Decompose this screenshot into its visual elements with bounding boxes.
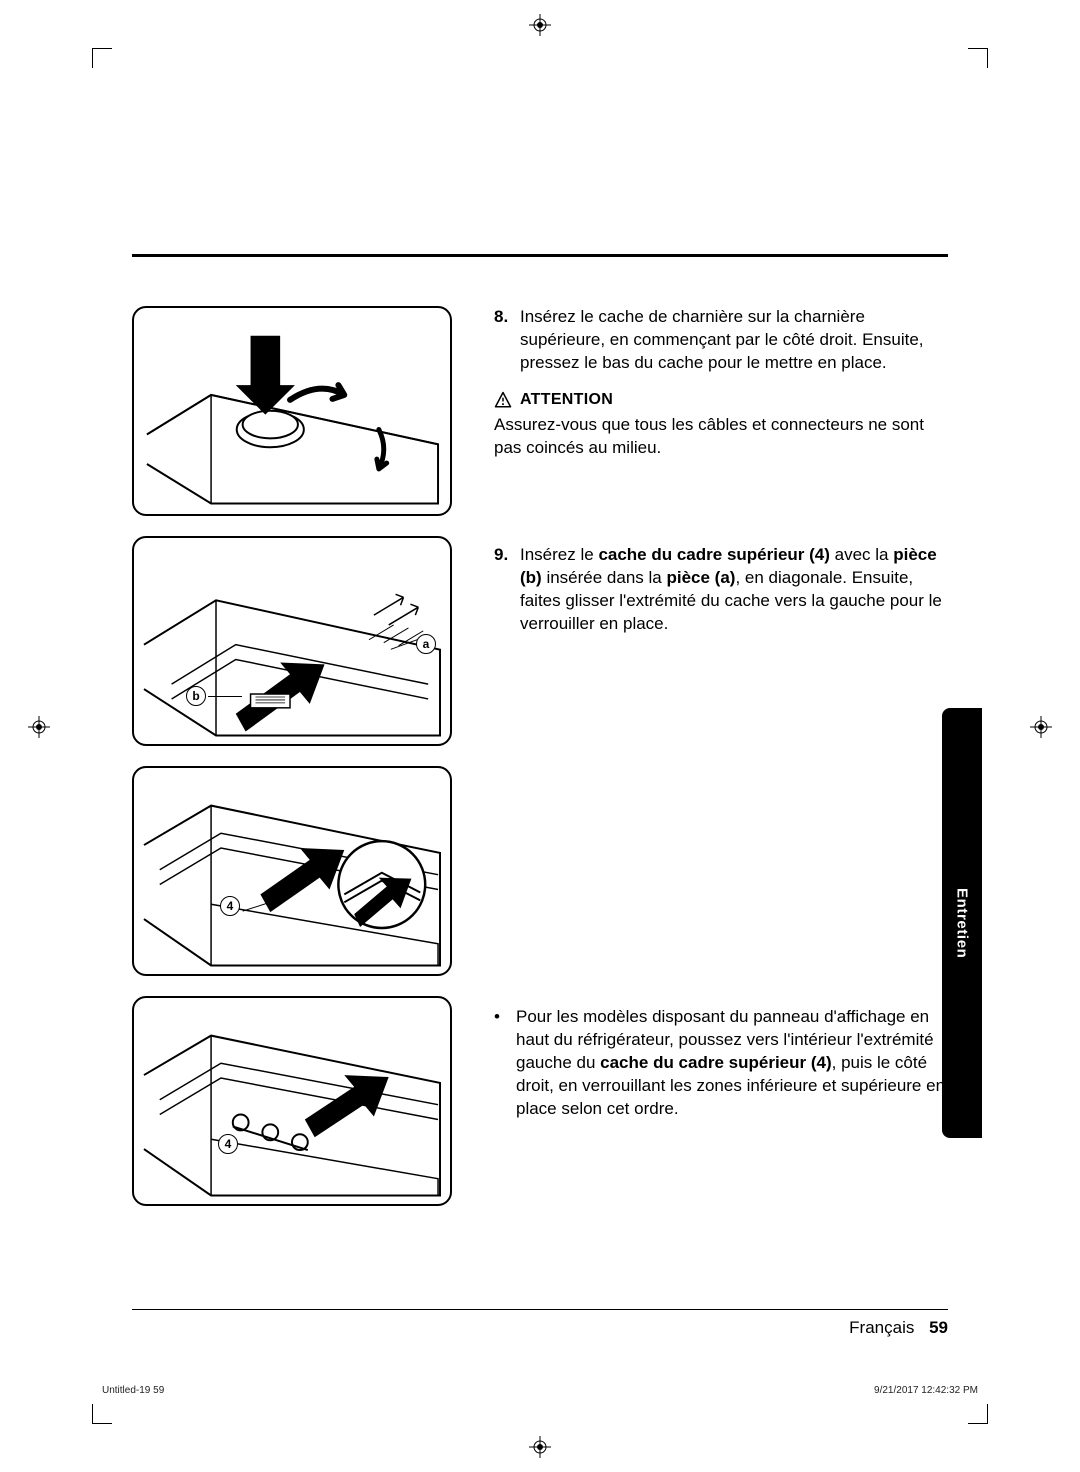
leader-line <box>208 696 242 697</box>
callout-4: 4 <box>220 896 240 916</box>
crop-mark <box>968 1404 988 1424</box>
step-8: 8. Insérez le cache de charnière sur la … <box>494 306 948 375</box>
bold-run: cache du cadre supérieur (4) <box>598 545 829 564</box>
bullet-block: • Pour les modèles disposant du panneau … <box>494 1006 948 1121</box>
warning-icon <box>494 391 512 409</box>
text-run: insérée dans la <box>542 568 667 587</box>
figure-column: a b 4 <box>132 306 452 1206</box>
registration-mark-icon <box>529 14 551 36</box>
section-rule <box>132 254 948 257</box>
footer-language: Français <box>849 1318 914 1337</box>
step-9: 9. Insérez le cache du cadre supérieur (… <box>494 544 948 636</box>
text-column: 8. Insérez le cache de charnière sur la … <box>494 306 948 1121</box>
text-run: Insérez le <box>520 545 598 564</box>
callout-b: b <box>186 686 206 706</box>
registration-mark-icon <box>1030 716 1052 738</box>
section-tab-label: Entretien <box>954 888 971 958</box>
figure-step9b: 4 <box>132 766 452 976</box>
bold-run: cache du cadre supérieur (4) <box>600 1053 831 1072</box>
step-number: 8. <box>494 306 520 375</box>
figure-step8 <box>132 306 452 516</box>
attention-text: Assurez-vous que tous les câbles et conn… <box>494 414 948 460</box>
attention-label: ATTENTION <box>520 389 613 411</box>
step-text: Insérez le cache de charnière sur la cha… <box>520 306 948 375</box>
callout-4: 4 <box>218 1134 238 1154</box>
display-model-illustration <box>142 1006 442 1197</box>
page-content: a b 4 <box>132 78 948 1394</box>
registration-mark-icon <box>28 716 50 738</box>
bullet-item: • Pour les modèles disposant du panneau … <box>494 1006 948 1121</box>
step-number: 9. <box>494 544 520 636</box>
hinge-cover-illustration <box>142 316 442 507</box>
page-footer: Français 59 <box>849 1318 948 1338</box>
subfooter-right: 9/21/2017 12:42:32 PM <box>874 1385 978 1396</box>
footer-rule <box>132 1309 948 1310</box>
crop-mark <box>968 48 988 68</box>
footer-page-number: 59 <box>929 1318 948 1337</box>
crop-mark <box>92 48 112 68</box>
registration-mark-icon <box>529 1436 551 1458</box>
callout-a: a <box>416 634 436 654</box>
crop-mark <box>92 1404 112 1424</box>
bullet-text: Pour les modèles disposant du panneau d'… <box>516 1006 948 1121</box>
attention-heading: ATTENTION <box>494 389 948 411</box>
step-text: Insérez le cache du cadre supérieur (4) … <box>520 544 948 636</box>
bold-run: pièce (a) <box>666 568 735 587</box>
figure-step9a: a b <box>132 536 452 746</box>
subfooter-left: Untitled-19 59 <box>102 1385 164 1396</box>
section-tab: Entretien <box>942 708 982 1138</box>
figure-bullet: 4 <box>132 996 452 1206</box>
frame-cover-slide-illustration <box>142 776 442 967</box>
frame-cover-illustration <box>142 546 442 737</box>
bullet-marker: • <box>494 1006 504 1121</box>
text-run: avec la <box>830 545 893 564</box>
